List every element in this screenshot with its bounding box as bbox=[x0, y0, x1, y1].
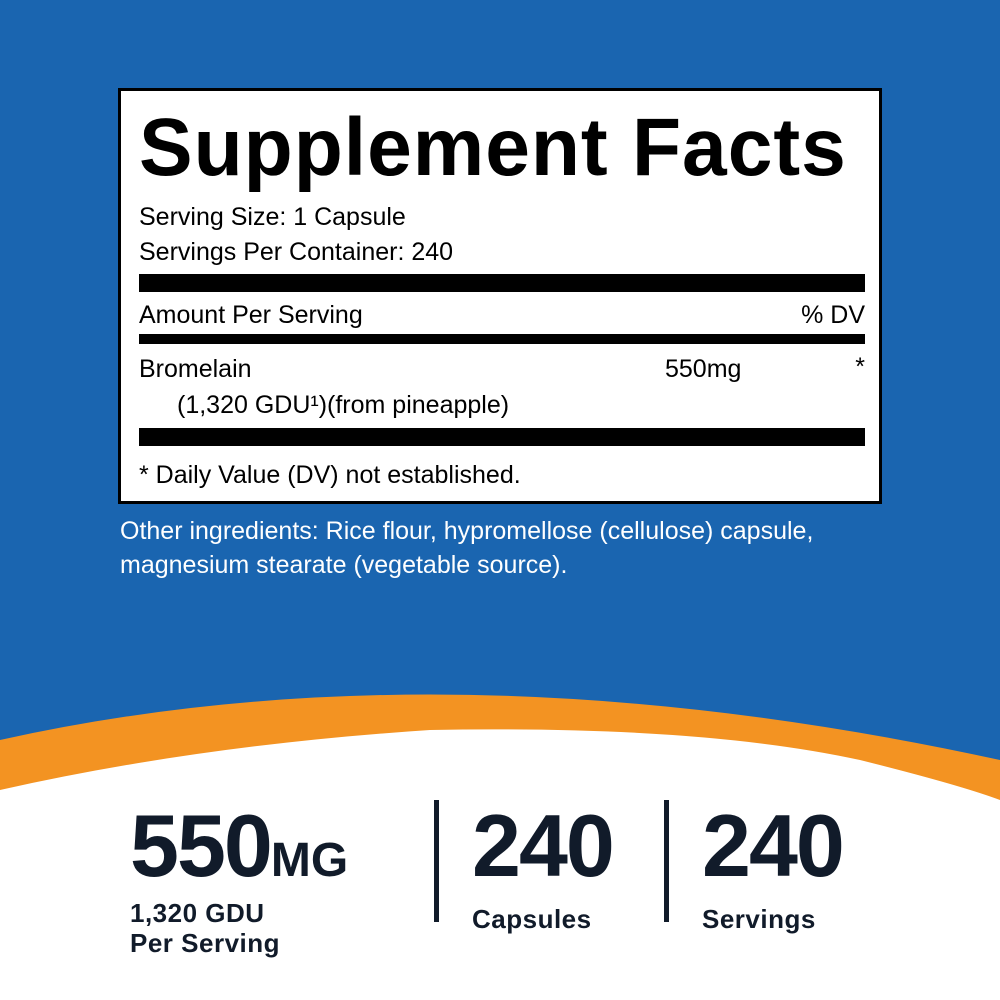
footnote: * Daily Value (DV) not established. bbox=[139, 461, 521, 489]
supplement-facts-panel: Supplement Facts Serving Size: 1 Capsule… bbox=[118, 88, 882, 504]
divider-bar bbox=[139, 334, 865, 344]
servings-per-container: Servings Per Container: 240 bbox=[139, 238, 454, 266]
other-ingredients-line: magnesium stearate (vegetable source). bbox=[120, 551, 568, 579]
ingredient-amount: 550mg bbox=[665, 355, 742, 383]
stat-servings: 240 Servings bbox=[702, 796, 845, 935]
other-ingredients: Other ingredients: Rice flour, hypromell… bbox=[120, 514, 920, 582]
ingredient-dv: * bbox=[855, 353, 865, 381]
stat-label: Servings bbox=[702, 904, 816, 934]
stat-divider bbox=[434, 800, 439, 922]
ingredient-detail: (1,320 GDU¹)(from pineapple) bbox=[177, 391, 510, 419]
stat-label: Capsules bbox=[472, 904, 592, 934]
divider-bar bbox=[139, 428, 865, 446]
stat-value: 240 bbox=[472, 796, 615, 895]
divider-bar bbox=[139, 274, 865, 292]
serving-size: Serving Size: 1 Capsule bbox=[139, 203, 406, 231]
dv-header: % DV bbox=[801, 301, 865, 329]
stat-label: 1,320 GDU bbox=[130, 898, 265, 928]
stat-capsules: 240 Capsules bbox=[472, 796, 615, 935]
stat-value: 240 bbox=[702, 796, 845, 895]
white-area bbox=[0, 729, 1000, 1000]
stat-unit: MG bbox=[270, 834, 349, 887]
stat-dose: 550MG 1,320 GDU Per Serving bbox=[130, 802, 349, 959]
other-ingredients-line: Other ingredients: Rice flour, hypromell… bbox=[120, 517, 814, 545]
ingredient-name: Bromelain bbox=[139, 355, 252, 383]
stat-value: 550 bbox=[130, 796, 273, 895]
amount-per-serving-header: Amount Per Serving bbox=[139, 301, 363, 329]
stat-divider bbox=[664, 800, 669, 922]
stat-label: Per Serving bbox=[130, 928, 281, 958]
facts-title: Supplement Facts bbox=[139, 102, 847, 193]
